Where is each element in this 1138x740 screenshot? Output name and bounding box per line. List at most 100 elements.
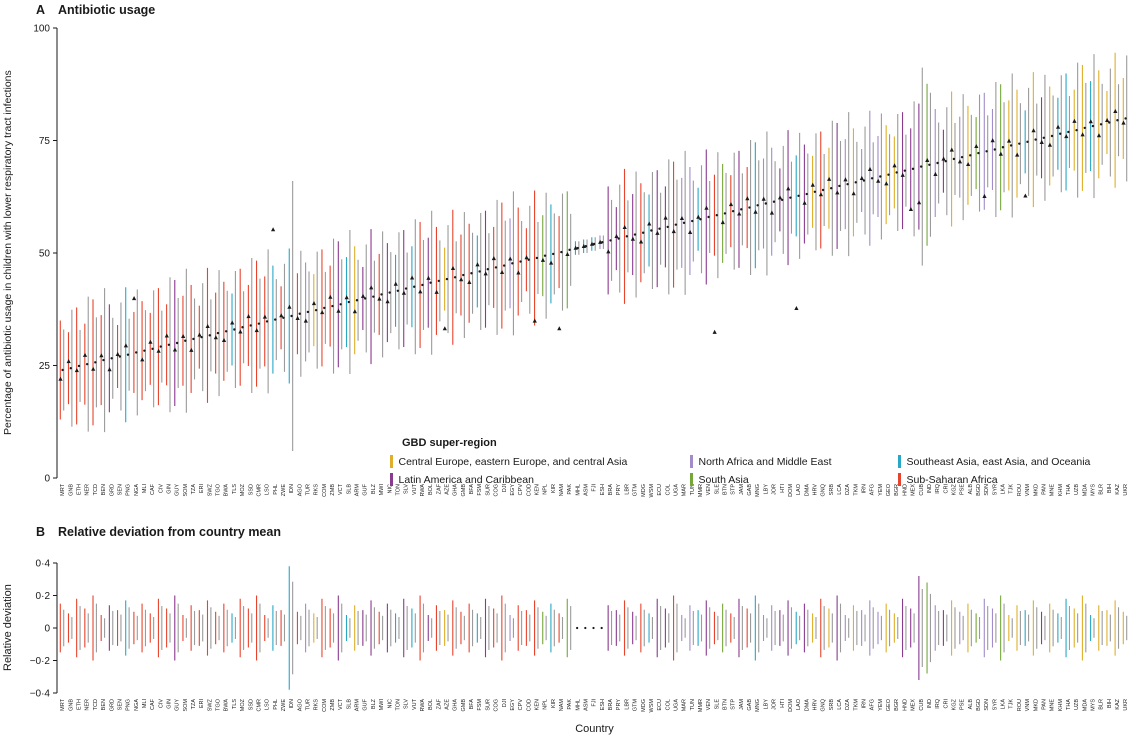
mean-point: [748, 206, 751, 209]
survey-point: [450, 265, 456, 270]
survey-point: [156, 348, 161, 353]
country-tick-label-b: MNE: [1050, 699, 1056, 712]
country-tick-label-a: LBR: [624, 484, 630, 495]
country-tick-label-b: JOR: [772, 699, 778, 710]
country-tick-label-b: RKS: [314, 699, 320, 711]
survey-point: [205, 323, 210, 329]
mean-point: [838, 184, 841, 188]
country-tick-label-a: VUT: [412, 483, 418, 495]
country-tick-label-b: PAK: [567, 699, 573, 710]
country-tick-label-b: KAZ: [1115, 698, 1121, 709]
country-tick-label-a: FJI: [592, 484, 598, 492]
country-tick-label-b: PAN: [1041, 699, 1047, 710]
survey-point: [598, 239, 603, 244]
mean-point: [870, 177, 874, 180]
country-tick-label-a: COG: [494, 484, 500, 497]
mean-point: [560, 250, 563, 254]
mean-point: [453, 276, 457, 279]
country-tick-label-a: IND: [927, 484, 933, 494]
country-tick-label-a: PRY: [616, 484, 622, 496]
survey-point: [1023, 193, 1028, 198]
survey-point: [230, 320, 235, 325]
country-tick-label-b: BGR: [894, 699, 900, 711]
mean-point: [134, 351, 138, 354]
mean-point: [756, 204, 759, 207]
country-tick-label-a: TLS: [232, 484, 238, 494]
survey-point: [131, 296, 137, 301]
mean-point: [658, 227, 661, 230]
country-tick-label-b: HTI: [780, 699, 786, 708]
mean-point: [61, 368, 64, 372]
country-tick-label-a: GEO: [886, 483, 892, 496]
survey-point: [573, 245, 578, 250]
country-tick-label-b: SDN: [984, 699, 990, 711]
country-tick-label-a: CAF: [150, 483, 156, 495]
country-tick-label-b: AZE: [445, 699, 451, 710]
survey-point: [540, 257, 546, 262]
country-tick-label-a: SOM: [183, 484, 189, 497]
panel-a-y-tick-label: 25: [39, 361, 51, 372]
mean-point: [413, 285, 416, 288]
country-tick-label-a: TCD: [93, 484, 99, 495]
country-tick-label-a: TZA: [191, 484, 197, 495]
country-tick-label-a: NPL: [543, 484, 549, 495]
survey-point: [377, 296, 382, 301]
country-tick-label-a: RWA: [420, 484, 426, 497]
panel-b-y-tick-label: −0·2: [30, 656, 51, 667]
country-tick-label-b: TCD: [93, 699, 99, 710]
survey-point: [352, 309, 357, 314]
mean-point: [535, 256, 539, 260]
country-tick-label-b: ZMB: [330, 699, 336, 711]
country-tick-label-a: BEN: [101, 484, 107, 495]
country-tick-label-b: NAM: [559, 699, 565, 712]
country-tick-label-b: TLS: [232, 699, 238, 709]
survey-point: [647, 221, 652, 226]
country-tick-label-a: NGA: [134, 484, 140, 496]
survey-point: [172, 347, 178, 352]
mean-point: [1124, 117, 1127, 120]
central-europe-swatch-icon: [390, 455, 393, 468]
country-tick-label-b: KHM: [1058, 699, 1064, 712]
country-tick-label-b: GNQ: [821, 698, 827, 711]
panel-b-y-tick-label: 0: [44, 624, 50, 635]
country-tick-label-a: BGD: [976, 484, 982, 496]
panel-a-y-tick-label: 100: [33, 24, 50, 35]
mean-point: [323, 306, 326, 310]
country-tick-label-b: TON: [395, 699, 401, 711]
legend-item-label: Central Europe, eastern Europe, and cent…: [398, 455, 628, 468]
country-tick-label-b: PSE: [960, 699, 966, 710]
survey-point: [908, 206, 913, 212]
country-tick-label-a: VEN: [706, 484, 712, 495]
south-asia-swatch-icon: [690, 473, 693, 486]
country-tick-label-a: ASM: [584, 484, 590, 496]
mean-point: [568, 248, 571, 252]
country-tick-label-b: NPL: [543, 699, 549, 710]
mean-point: [552, 252, 555, 256]
survey-point: [818, 192, 824, 197]
country-tick-label-b: LSO: [265, 698, 271, 710]
country-tick-label-b: GAB: [747, 699, 753, 711]
country-tick-label-a: CPV: [518, 484, 524, 496]
survey-point: [622, 224, 627, 230]
country-tick-label-a: SUR: [485, 484, 491, 496]
mean-point: [233, 328, 236, 331]
survey-point: [606, 249, 611, 254]
survey-point: [786, 186, 791, 191]
mean-point: [879, 175, 882, 178]
mean-point: [1026, 140, 1029, 144]
mean-point: [151, 347, 154, 351]
survey-point: [181, 333, 186, 338]
legend-item-label: North Africa and Middle East: [698, 455, 832, 468]
mean-point: [895, 171, 898, 174]
survey-point: [892, 163, 897, 168]
mean-point: [772, 200, 776, 203]
country-tick-label-b: BTN: [723, 699, 729, 710]
country-tick-label-b: MKD: [1033, 699, 1039, 711]
survey-point: [1096, 133, 1102, 138]
country-tick-label-b: PHL: [273, 699, 279, 710]
mean-point: [682, 221, 686, 225]
survey-point: [115, 351, 120, 356]
country-tick-label-a: ECU: [657, 484, 663, 496]
survey-point: [688, 229, 693, 234]
legend-item-sub-saharan-africa: Sub-Saharan Africa: [898, 473, 1138, 486]
